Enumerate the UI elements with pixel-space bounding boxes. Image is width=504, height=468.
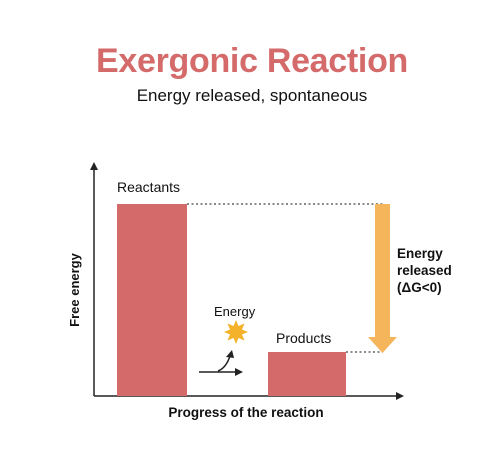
energy-released-arrow-shaft [375, 204, 390, 338]
energy-burst-icon [224, 320, 248, 344]
page-subtitle: Energy released, spontaneous [136, 86, 368, 105]
x-axis-arrowhead [396, 392, 404, 400]
energy-released-line2: released [397, 263, 452, 278]
y-axis-arrowhead [90, 162, 98, 170]
reactants-bar [117, 204, 187, 396]
reaction-arrow-head [235, 368, 243, 376]
reactants-label: Reactants [117, 179, 180, 195]
page-title: Exergonic Reaction [95, 42, 409, 80]
products-label: Products [276, 330, 331, 346]
x-axis-label: Progress of the reaction [168, 405, 323, 420]
delta-g-label: (ΔG<0) [397, 280, 442, 295]
products-bar [268, 352, 346, 396]
energy-label: Energy [214, 304, 256, 319]
energy-released-line1: Energy [397, 246, 443, 261]
energy-released-arrow-head [368, 337, 397, 353]
energy-release-curve-head [226, 350, 234, 358]
y-axis-label: Free energy [67, 252, 82, 326]
energy-release-curve [217, 355, 231, 372]
